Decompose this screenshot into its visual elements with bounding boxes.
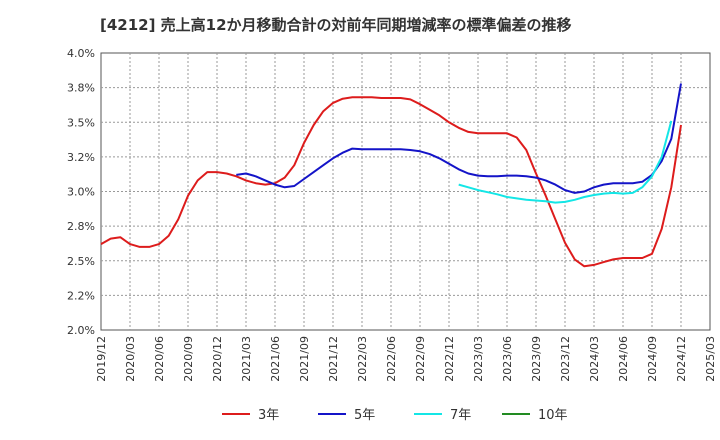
x-tick-label: 2020/12	[211, 336, 224, 382]
x-tick-label: 2023/06	[501, 336, 514, 382]
x-tick-label: 2023/12	[559, 336, 572, 382]
x-tick-label: 2022/06	[385, 336, 398, 382]
series-line	[458, 120, 673, 204]
x-tick-label: 2019/12	[95, 336, 108, 382]
legend-label: 3年	[258, 408, 279, 423]
x-tick-label: 2024/03	[588, 336, 601, 382]
chart-title: [4212] 売上高12か月移動合計の対前年同期増減率の標準偏差の推移	[100, 16, 572, 34]
y-tick-label: 2.5%	[67, 255, 95, 268]
x-tick-label: 2023/09	[530, 336, 543, 382]
x-tick-label: 2025/03	[704, 336, 717, 382]
x-tick-label: 2021/03	[240, 336, 253, 382]
y-axis: 2.0% 2.2% 2.5% 2.8% 3.0% 3.2% 3.5% 3.8% 4.0%	[67, 47, 95, 337]
x-tick-label: 2020/09	[182, 336, 195, 382]
x-tick-label: 2022/09	[414, 336, 427, 382]
y-tick-label: 3.0%	[67, 186, 95, 199]
y-tick-label: 4.0%	[67, 47, 95, 60]
series-lines	[100, 83, 682, 268]
y-tick-label: 3.5%	[67, 116, 95, 129]
x-tick-label: 2020/03	[124, 336, 137, 382]
y-tick-label: 2.8%	[67, 220, 95, 233]
x-tick-label: 2021/12	[327, 336, 340, 382]
x-axis: 2019/12 2020/03 2020/06 2020/09 2020/12 2021/…	[95, 336, 717, 382]
series-line	[100, 96, 682, 268]
x-tick-label: 2024/12	[675, 336, 688, 382]
y-tick-label: 3.8%	[67, 82, 95, 95]
legend-label: 5年	[354, 408, 375, 423]
legend-label: 10年	[538, 408, 568, 423]
x-tick-label: 2021/06	[269, 336, 282, 382]
series-line	[236, 83, 682, 194]
x-tick-label: 2023/03	[472, 336, 485, 382]
x-tick-label: 2021/09	[298, 336, 311, 382]
x-tick-label: 2020/06	[153, 336, 166, 382]
legend-label: 7年	[450, 408, 471, 423]
x-tick-label: 2024/09	[646, 336, 659, 382]
y-tick-label: 2.2%	[67, 289, 95, 302]
x-tick-label: 2024/06	[617, 336, 630, 382]
grid	[101, 53, 710, 330]
x-tick-label: 2022/03	[356, 336, 369, 382]
legend: 3年 5年 7年 10年	[222, 408, 568, 423]
x-tick-label: 2022/12	[443, 336, 456, 382]
y-tick-label: 3.2%	[67, 151, 95, 164]
y-tick-label: 2.0%	[67, 324, 95, 337]
